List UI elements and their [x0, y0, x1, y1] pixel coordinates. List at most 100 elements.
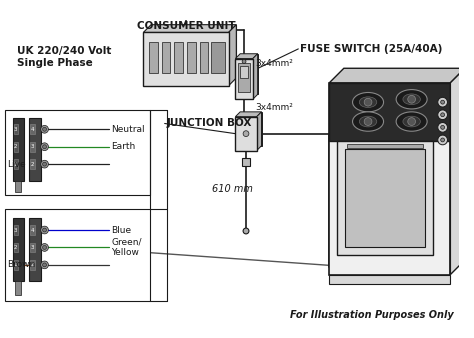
Circle shape	[41, 125, 48, 133]
Circle shape	[43, 228, 46, 232]
Circle shape	[41, 226, 48, 234]
Bar	[238, 64, 250, 93]
Bar	[240, 66, 248, 78]
Bar	[14, 225, 18, 235]
Circle shape	[438, 110, 447, 120]
Polygon shape	[253, 54, 258, 99]
Ellipse shape	[353, 93, 383, 112]
Circle shape	[364, 118, 372, 125]
Text: 1: 1	[14, 162, 17, 167]
Polygon shape	[256, 112, 262, 151]
Text: For Illustration Purposes Only: For Illustration Purposes Only	[290, 310, 453, 320]
Circle shape	[438, 122, 447, 132]
Text: Earth: Earth	[111, 142, 136, 151]
Bar	[337, 141, 433, 255]
Bar	[16, 281, 21, 295]
Bar	[13, 118, 24, 180]
Bar	[5, 110, 150, 195]
Bar	[329, 274, 450, 284]
Bar	[16, 180, 21, 192]
Bar	[211, 42, 225, 73]
Ellipse shape	[403, 116, 420, 127]
Bar	[13, 218, 24, 281]
Ellipse shape	[353, 112, 383, 131]
Text: 3: 3	[30, 245, 34, 250]
Circle shape	[438, 97, 447, 107]
Circle shape	[441, 138, 445, 142]
Bar	[30, 225, 35, 235]
Bar	[345, 149, 425, 247]
Text: 3x4mm²: 3x4mm²	[255, 59, 293, 68]
Bar	[30, 159, 35, 169]
Circle shape	[408, 95, 416, 103]
Bar	[30, 260, 35, 270]
Ellipse shape	[359, 97, 377, 107]
Circle shape	[41, 160, 48, 168]
Text: 3: 3	[30, 144, 34, 149]
Bar	[329, 83, 450, 141]
Circle shape	[43, 162, 46, 166]
Polygon shape	[236, 112, 262, 117]
Text: 4: 4	[30, 127, 34, 132]
Ellipse shape	[396, 90, 427, 109]
Bar	[143, 32, 228, 86]
Ellipse shape	[403, 94, 420, 104]
Text: 2: 2	[14, 144, 17, 149]
Text: 2: 2	[30, 262, 34, 267]
Ellipse shape	[396, 112, 427, 131]
Text: Blue: Blue	[111, 225, 131, 235]
Circle shape	[242, 59, 246, 64]
Bar	[14, 260, 18, 270]
Circle shape	[243, 228, 249, 234]
Circle shape	[43, 263, 46, 267]
Text: Green/
Yellow: Green/ Yellow	[111, 238, 142, 257]
Circle shape	[438, 135, 447, 145]
Circle shape	[43, 127, 46, 131]
Bar	[14, 124, 18, 134]
Text: 2: 2	[30, 162, 34, 167]
Bar	[162, 42, 171, 73]
Text: Live: Live	[7, 160, 26, 169]
Bar	[329, 83, 450, 274]
Circle shape	[408, 118, 416, 125]
Bar	[151, 25, 237, 78]
Bar	[187, 42, 196, 73]
Bar	[14, 159, 18, 169]
Polygon shape	[236, 54, 258, 58]
Text: FUSE SWITCH (25A/40A): FUSE SWITCH (25A/40A)	[300, 44, 443, 54]
Ellipse shape	[359, 116, 377, 127]
Text: 610 mm: 610 mm	[212, 184, 253, 194]
Circle shape	[41, 143, 48, 151]
Text: Brown: Brown	[7, 260, 35, 269]
Bar	[30, 243, 35, 252]
Polygon shape	[228, 25, 237, 86]
Polygon shape	[329, 68, 465, 83]
Bar	[174, 42, 183, 73]
Circle shape	[43, 245, 46, 249]
Bar	[236, 58, 253, 99]
Text: 1: 1	[14, 262, 17, 267]
Bar	[14, 243, 18, 252]
Text: 3: 3	[14, 127, 17, 132]
Bar	[30, 124, 35, 134]
Circle shape	[364, 98, 372, 106]
Bar	[5, 209, 150, 301]
Circle shape	[41, 261, 48, 269]
Text: JUNCTION BOX: JUNCTION BOX	[166, 119, 252, 128]
Circle shape	[441, 113, 445, 117]
Bar	[347, 144, 423, 148]
Text: Neutral: Neutral	[111, 125, 145, 134]
Circle shape	[43, 145, 46, 149]
Bar	[240, 112, 262, 146]
Bar	[240, 54, 258, 94]
Text: 2: 2	[14, 245, 17, 250]
Text: 4: 4	[30, 227, 34, 233]
Bar	[200, 42, 208, 73]
Bar	[236, 117, 256, 151]
Text: 3x4mm²: 3x4mm²	[255, 103, 293, 113]
Bar	[30, 142, 35, 151]
Bar	[29, 218, 41, 281]
Circle shape	[41, 244, 48, 251]
Circle shape	[441, 125, 445, 129]
Text: 3: 3	[14, 227, 17, 233]
